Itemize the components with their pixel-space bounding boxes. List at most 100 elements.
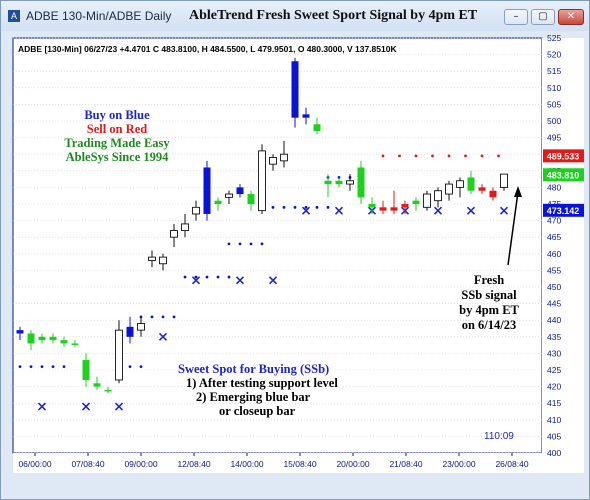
y-tick-label: 400 — [547, 448, 561, 458]
support-dot — [18, 365, 22, 369]
support-dot — [271, 205, 275, 209]
grid-lines — [13, 37, 542, 456]
candle-body — [148, 256, 156, 261]
note-since: AbleSys Since 1994 — [66, 150, 170, 164]
support-dot — [293, 205, 297, 209]
resistance-dot — [381, 154, 385, 158]
close-button[interactable]: ✕ — [558, 9, 584, 25]
support-dot — [260, 242, 264, 246]
candle-body — [489, 190, 497, 198]
candle-body — [181, 223, 189, 232]
x-marker-stroke — [37, 402, 47, 411]
header-info: ADBE [130-Min] 06/27/23 +4.4701 C 483.81… — [18, 44, 397, 54]
candle-body — [401, 204, 409, 208]
candle-body — [434, 190, 442, 202]
y-tick-label: 470 — [547, 216, 561, 226]
plot-area — [12, 37, 543, 454]
window-title: ADBE 130-Min/ADBE Daily — [26, 9, 172, 23]
minimize-button[interactable]: – — [504, 9, 528, 25]
candle-body — [236, 187, 244, 195]
support-dot — [29, 365, 33, 369]
candle-body — [159, 256, 167, 265]
price-tag-label: 489.533 — [547, 151, 580, 161]
candle-body — [390, 207, 398, 211]
y-tick-label: 515 — [547, 66, 561, 76]
note-date: on 6/14/23 — [462, 318, 517, 332]
price-tag-label: 473.142 — [547, 206, 580, 216]
support-dot — [227, 242, 231, 246]
x-marker-stroke — [433, 206, 443, 215]
y-tick-label: 435 — [547, 332, 561, 342]
support-dot — [315, 205, 319, 209]
resistance-dot — [414, 154, 418, 158]
candle-body — [115, 329, 123, 381]
price-tag-bg — [543, 168, 584, 182]
candle-body — [27, 333, 35, 344]
candle-body — [346, 180, 354, 185]
price-tag-bg — [543, 203, 584, 217]
x-marker-stroke — [81, 402, 91, 411]
x-marker-stroke — [235, 276, 245, 285]
x-marker-stroke — [114, 402, 124, 411]
candle-body — [170, 230, 178, 238]
y-tick-label: 520 — [547, 50, 561, 60]
title-bar[interactable]: A ADBE 130-Min/ADBE Daily AbleTrend Fres… — [1, 1, 589, 31]
y-tick-label: 410 — [547, 415, 561, 425]
price-axis-panel — [542, 38, 584, 453]
support-dot — [249, 242, 253, 246]
candle-body — [335, 180, 343, 185]
candle-body — [247, 194, 255, 204]
candle-body — [269, 157, 277, 165]
chart-title: AbleTrend Fresh Sweet Sport Signal by 4p… — [189, 8, 478, 23]
resistance-dot — [497, 154, 500, 158]
x-tick-label: 21/08:40 — [389, 459, 422, 469]
support-dot — [326, 205, 330, 209]
x-tick-label: 12/08:40 — [177, 459, 210, 469]
candle-body — [280, 153, 288, 162]
x-tick-label: 09/00:00 — [124, 459, 157, 469]
candle-body — [379, 207, 387, 211]
candle-body — [93, 383, 101, 387]
x-tick-label: 14/00:00 — [230, 459, 263, 469]
y-tick-label: 480 — [547, 182, 561, 192]
note-buy: Buy on Blue — [84, 108, 150, 122]
note-sell: Sell on Red — [87, 122, 147, 136]
x-tick-label: 07/08:40 — [71, 459, 104, 469]
candle-body — [60, 340, 68, 344]
resistance-dot — [431, 154, 434, 158]
support-dot — [282, 205, 286, 209]
support-dot — [128, 365, 132, 369]
y-tick-label: 445 — [547, 299, 561, 309]
x-tick-label: 26/08:40 — [495, 459, 528, 469]
candle-body — [225, 193, 233, 198]
y-tick-label: 465 — [547, 232, 561, 242]
x-tick-label: 15/08:40 — [283, 459, 316, 469]
support-dot — [238, 242, 242, 246]
candle-body — [38, 336, 46, 341]
candle-body — [324, 180, 332, 185]
candle-body — [357, 167, 365, 198]
candle-body — [192, 206, 200, 215]
support-dot — [216, 275, 220, 279]
candle-body — [313, 124, 321, 131]
y-tick-label: 505 — [547, 99, 561, 109]
y-tick-label: 455 — [547, 265, 561, 275]
candle-body — [302, 114, 310, 118]
y-tick-label: 420 — [547, 382, 561, 392]
note-ssb-signal: SSb signal — [461, 288, 517, 302]
x-marker-stroke — [334, 206, 344, 215]
candle-body — [423, 193, 431, 208]
maximize-button[interactable]: ▢ — [531, 9, 555, 25]
candle-body — [445, 183, 453, 195]
note-rule-2b: or closeup bar — [219, 404, 296, 418]
x-marker-stroke — [499, 206, 509, 215]
candle-body — [478, 187, 486, 191]
candle-body — [104, 389, 112, 392]
price-tags: 489.533 483.810 473.142 — [543, 149, 584, 217]
candle-body — [203, 167, 211, 214]
candle-body — [126, 326, 134, 337]
support-dot — [194, 275, 198, 279]
x-tick-label: 23/00:00 — [442, 459, 475, 469]
candle-body — [258, 150, 266, 212]
